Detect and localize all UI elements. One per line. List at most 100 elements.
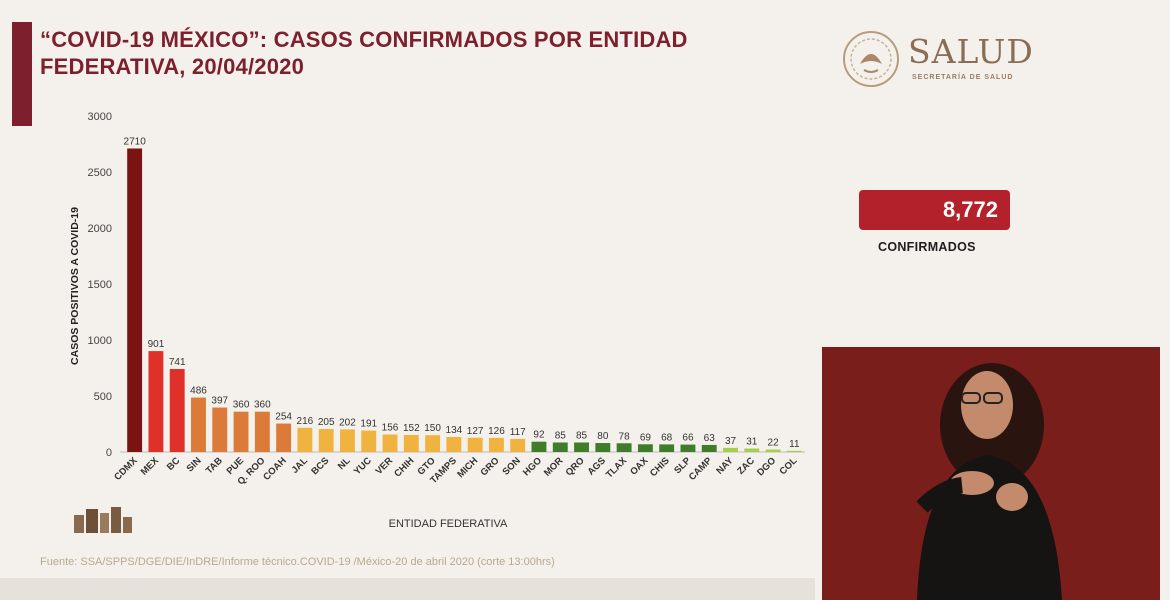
x-tick-label: SIN — [185, 455, 204, 474]
x-tick-label: COL — [778, 455, 800, 477]
total-confirmed-label: CONFIRMADOS — [878, 240, 976, 254]
bar-tamps — [446, 436, 462, 452]
bar-bc — [169, 369, 185, 452]
data-label: 134 — [446, 425, 463, 436]
x-tick-label: QRO — [564, 455, 587, 478]
data-label: 31 — [746, 437, 758, 448]
data-label: 205 — [318, 417, 335, 428]
source-note: Fuente: SSA/SPPS/DGE/DIE/InDRE/Informe t… — [40, 556, 555, 568]
x-tick-label: CAMP — [687, 455, 715, 483]
data-label: 92 — [533, 430, 545, 441]
data-label: 360 — [233, 400, 250, 411]
x-tick-label: MEX — [139, 455, 162, 478]
x-tick-label: TLAX — [604, 455, 630, 481]
buildings-illustration-icon — [74, 507, 132, 533]
data-label: 22 — [768, 438, 780, 449]
x-tick-label: MICH — [455, 455, 480, 480]
bar-oax — [637, 444, 653, 452]
x-tick-label: CHIS — [648, 455, 672, 479]
sign-language-interpreter-video — [822, 347, 1160, 600]
bar-coah — [276, 423, 292, 452]
bar-nay — [723, 447, 738, 452]
bar-gto — [425, 435, 441, 452]
data-label: 85 — [576, 430, 588, 441]
data-label: 397 — [211, 396, 228, 407]
x-tick-label: JAL — [290, 455, 311, 476]
bar-mich — [467, 437, 483, 452]
data-label: 78 — [619, 431, 631, 442]
data-label: 360 — [254, 400, 271, 411]
y-tick-label: 2500 — [88, 167, 112, 179]
logo-subtitle: SECRETARÍA DE SALUD — [912, 74, 1014, 81]
bar-gro — [488, 437, 504, 452]
y-tick-label: 0 — [106, 447, 112, 459]
y-tick-label: 1000 — [88, 335, 112, 347]
y-tick-label: 2000 — [88, 223, 112, 235]
bar-zac — [744, 448, 760, 452]
x-tick-label: GRO — [478, 455, 501, 478]
data-label: 68 — [661, 432, 673, 443]
data-label: 191 — [360, 419, 377, 430]
bar-slp — [680, 444, 696, 452]
data-label: 37 — [725, 436, 737, 447]
data-label: 126 — [488, 426, 505, 437]
bar-chart: 0 500 1000 1500 2000 2500 3000 2710 CDMX 901 MEX 74… — [69, 111, 805, 530]
data-label: 2710 — [124, 136, 147, 147]
total-confirmed-value: 8,772 — [942, 197, 998, 222]
x-tick-label: TAB — [204, 455, 225, 476]
data-label: 63 — [704, 433, 716, 444]
data-label: 202 — [339, 417, 356, 428]
bar-chis — [659, 444, 675, 452]
data-label: 150 — [424, 423, 441, 434]
data-label: 117 — [510, 427, 526, 438]
x-tick-label: SON — [500, 455, 522, 477]
bar-yuc — [361, 430, 377, 452]
data-label: 156 — [382, 423, 399, 434]
x-tick-label: MOR — [542, 455, 566, 479]
data-label: 152 — [403, 423, 420, 434]
x-tick-label: DGO — [755, 455, 778, 478]
data-label: 254 — [275, 412, 292, 423]
bar-bcs — [318, 429, 334, 452]
data-label: 741 — [169, 357, 186, 368]
data-label: 127 — [467, 426, 484, 437]
x-tick-label: VER — [374, 455, 396, 477]
x-tick-label: CHIH — [392, 455, 416, 479]
title-accent-bar — [12, 22, 32, 126]
chart-title: “COVID-19 MÉXICO”: CASOS CONFIRMADOS POR… — [40, 27, 688, 79]
data-label: 216 — [297, 416, 314, 427]
x-tick-label: YUC — [352, 455, 374, 477]
x-tick-label: ZAC — [735, 455, 757, 477]
x-tick-label: HGO — [521, 455, 544, 478]
interpreter-figure-icon — [822, 347, 1160, 600]
x-tick-label: BC — [165, 455, 183, 473]
bar-nl — [340, 429, 355, 452]
y-axis-title: CASOS POSITIVOS A COVID-19 — [69, 207, 81, 365]
x-tick-label: CDMX — [112, 455, 140, 483]
x-tick-label: BCS — [309, 455, 331, 477]
eagle-emblem-icon — [843, 31, 899, 87]
x-tick-label: NAY — [714, 455, 736, 477]
salud-logo: SALUD SECRETARÍA DE SALUD — [842, 30, 1072, 90]
bar-mor — [552, 442, 568, 452]
bar-pue — [233, 411, 249, 452]
total-confirmed-badge: 8,772 — [859, 190, 1010, 230]
data-label: 66 — [682, 433, 694, 444]
bar-tab — [212, 407, 228, 452]
bar-qro — [574, 442, 589, 452]
bar-qroo — [254, 411, 270, 452]
data-label: 901 — [148, 339, 165, 350]
x-axis-title: ENTIDAD FEDERATIVA — [389, 518, 508, 530]
logo-wordmark: SALUD — [908, 32, 1034, 71]
bar-sin — [191, 397, 206, 452]
bar-hgo — [531, 441, 547, 452]
bottom-strip — [0, 578, 815, 600]
y-tick-label: 3000 — [88, 111, 112, 123]
x-tick-label: OAX — [628, 455, 651, 478]
bar-tlax — [616, 443, 632, 452]
bar-chih — [403, 434, 419, 452]
data-label: 486 — [190, 386, 207, 397]
bar-col — [786, 450, 802, 452]
x-tick-label: NL — [336, 455, 353, 472]
x-tick-label: COAH — [261, 455, 289, 483]
